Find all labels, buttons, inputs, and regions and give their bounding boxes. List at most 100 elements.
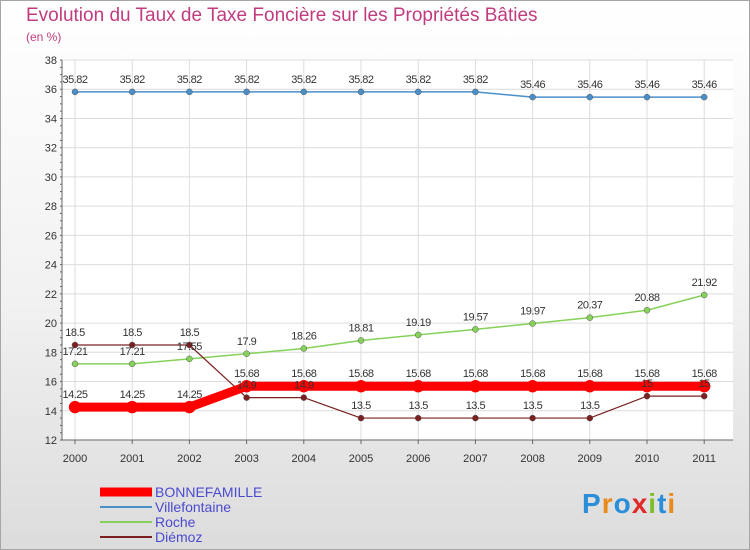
data-label-di-moz: 14.9 xyxy=(294,380,314,392)
data-label-villefontaine: 35.82 xyxy=(120,74,145,86)
logo-letter: x xyxy=(631,488,649,519)
series-line-di-moz xyxy=(75,344,705,419)
series-line-roche xyxy=(75,294,705,365)
data-point-roche xyxy=(586,314,594,321)
data-point-roche xyxy=(71,360,79,368)
data-label-bonnefamille: 14.25 xyxy=(120,389,145,401)
data-point-bonnefamille xyxy=(469,379,482,393)
data-label-villefontaine: 35.46 xyxy=(692,79,717,91)
data-label-di-moz: 13.5 xyxy=(408,400,428,412)
data-label-roche: 20.37 xyxy=(577,300,602,312)
data-point-roche xyxy=(300,345,308,352)
data-label-villefontaine: 35.82 xyxy=(406,74,431,86)
data-label-di-moz: 13.5 xyxy=(466,400,486,412)
data-label-villefontaine: 35.46 xyxy=(520,79,545,91)
data-label-bonnefamille: 15.68 xyxy=(406,368,431,380)
data-point-di-moz xyxy=(643,392,651,400)
x-tick-label: 2011 xyxy=(692,453,716,465)
data-point-villefontaine xyxy=(643,93,651,101)
data-point-roche xyxy=(700,291,708,299)
data-label-di-moz: 18.5 xyxy=(65,327,85,339)
data-label-roche: 17.21 xyxy=(120,346,145,358)
data-point-di-moz xyxy=(529,414,536,422)
logo-letter: i xyxy=(667,488,677,519)
logo-letter: o xyxy=(613,488,632,519)
data-point-di-moz xyxy=(472,414,479,422)
logo-letter: r xyxy=(601,488,614,519)
proxiti-logo: Proxiti xyxy=(582,488,676,520)
data-point-villefontaine xyxy=(186,88,193,96)
data-point-roche xyxy=(643,306,651,314)
data-point-di-moz xyxy=(128,341,136,349)
data-point-bonnefamille xyxy=(583,379,597,393)
x-tick-label: 2006 xyxy=(406,453,430,465)
data-point-di-moz xyxy=(243,394,250,401)
y-tick-label: 34 xyxy=(45,113,57,125)
x-tick-label: 2000 xyxy=(63,453,87,465)
data-label-bonnefamille: 15.68 xyxy=(692,368,717,380)
legend-label: Villefontaine xyxy=(155,499,231,515)
data-label-di-moz: 15 xyxy=(641,378,653,390)
data-label-villefontaine: 35.82 xyxy=(234,74,259,86)
data-label-di-moz: 18.5 xyxy=(180,327,200,339)
data-point-villefontaine xyxy=(700,93,708,101)
data-label-villefontaine: 35.82 xyxy=(463,74,488,86)
data-point-villefontaine xyxy=(414,88,422,96)
data-point-bonnefamille xyxy=(68,400,82,414)
data-point-roche xyxy=(357,337,365,344)
data-point-villefontaine xyxy=(586,93,594,101)
data-point-villefontaine xyxy=(300,88,308,96)
x-tick-label: 2004 xyxy=(292,453,316,465)
series-line-bonnefamille xyxy=(75,381,705,412)
chart-title: Evolution du Taux de Taxe Foncière sur l… xyxy=(26,5,538,26)
data-point-bonnefamille xyxy=(354,379,368,393)
data-label-di-moz: 13.5 xyxy=(580,400,600,412)
y-tick-label: 12 xyxy=(45,435,57,447)
data-label-roche: 19.97 xyxy=(520,306,545,318)
legend-label: Roche xyxy=(155,514,196,530)
data-point-roche xyxy=(529,320,536,327)
data-label-villefontaine: 35.82 xyxy=(348,74,373,86)
data-point-villefontaine xyxy=(128,88,136,96)
data-label-roche: 18.26 xyxy=(291,331,316,343)
data-point-villefontaine xyxy=(357,88,365,96)
logo-letter: t xyxy=(657,488,668,519)
data-point-bonnefamille xyxy=(526,379,539,393)
y-tick-label: 14 xyxy=(45,406,57,418)
data-label-bonnefamille: 15.68 xyxy=(463,368,488,380)
data-point-roche xyxy=(414,331,422,339)
data-point-bonnefamille xyxy=(640,379,654,393)
data-label-di-moz: 15 xyxy=(699,378,711,390)
legend-label: Diémoz xyxy=(155,529,202,545)
data-label-roche: 17.21 xyxy=(62,346,87,358)
x-tick-label: 2001 xyxy=(120,453,144,465)
x-tick-label: 2009 xyxy=(578,453,602,465)
y-tick-label: 22 xyxy=(45,289,57,301)
data-point-roche xyxy=(186,355,193,363)
x-tick-label: 2005 xyxy=(349,453,373,465)
data-label-roche: 18.81 xyxy=(348,322,373,334)
data-point-bonnefamille xyxy=(125,400,139,414)
y-tick-label: 24 xyxy=(45,260,57,272)
data-label-di-moz: 14.9 xyxy=(237,380,257,392)
x-tick-label: 2003 xyxy=(234,453,258,465)
y-tick-label: 16 xyxy=(45,377,57,389)
data-label-villefontaine: 35.82 xyxy=(62,74,87,86)
logo-letter: P xyxy=(582,488,602,519)
x-tick-label: 2002 xyxy=(177,453,201,465)
data-label-roche: 17.55 xyxy=(177,341,202,353)
logo-letter: i xyxy=(648,488,658,519)
data-label-villefontaine: 35.82 xyxy=(291,74,316,86)
data-point-di-moz xyxy=(357,414,365,422)
data-label-di-moz: 13.5 xyxy=(523,400,543,412)
data-label-bonnefamille: 15.68 xyxy=(520,368,545,380)
data-label-roche: 20.88 xyxy=(634,292,659,304)
data-point-villefontaine xyxy=(472,88,479,96)
data-label-bonnefamille: 15.68 xyxy=(348,368,373,380)
x-tick-label: 2008 xyxy=(520,453,544,465)
y-tick-label: 18 xyxy=(45,347,57,359)
data-label-roche: 21.92 xyxy=(692,277,717,289)
y-tick-label: 26 xyxy=(45,230,57,242)
data-point-villefontaine xyxy=(243,88,250,96)
data-point-bonnefamille xyxy=(297,379,311,393)
